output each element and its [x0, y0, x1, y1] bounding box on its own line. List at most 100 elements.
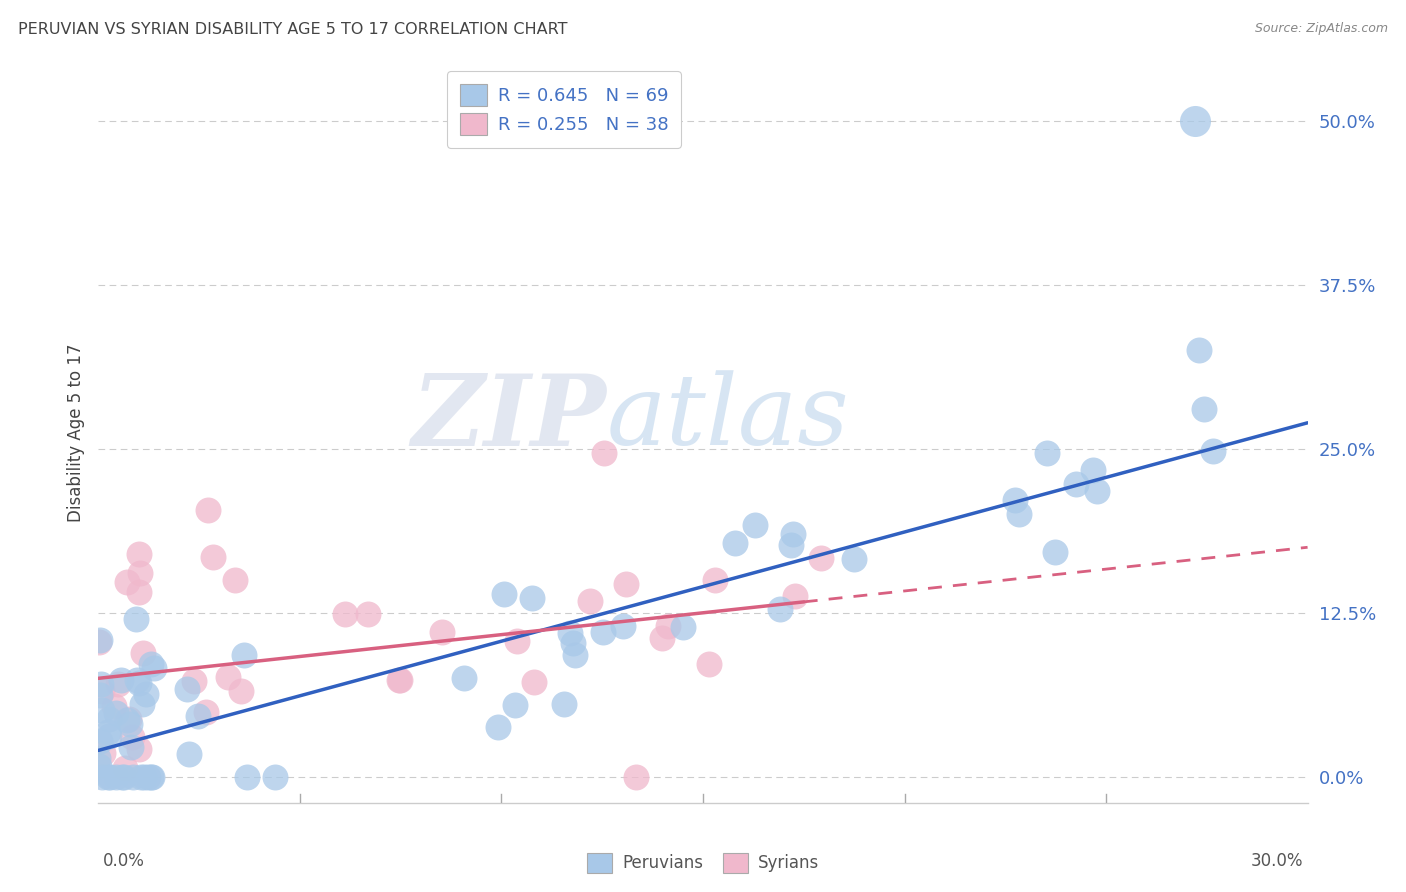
Point — [179, 747, 201, 761]
Point — [553, 697, 575, 711]
Point — [769, 602, 792, 616]
Point — [115, 713, 138, 727]
Point — [614, 577, 637, 591]
Point — [1192, 401, 1215, 416]
Point — [90, 677, 112, 691]
Point — [1064, 477, 1087, 491]
Point — [201, 549, 224, 564]
Point — [97, 770, 120, 784]
Point — [132, 770, 155, 784]
Point — [430, 624, 453, 639]
Point — [229, 683, 252, 698]
Point — [128, 741, 150, 756]
Point — [724, 536, 747, 550]
Point — [141, 770, 163, 784]
Point — [129, 770, 152, 784]
Point — [506, 633, 529, 648]
Text: atlas: atlas — [606, 370, 849, 466]
Point — [98, 713, 121, 727]
Point — [453, 671, 475, 685]
Point — [657, 619, 679, 633]
Point — [121, 731, 143, 745]
Point — [90, 770, 112, 784]
Point — [176, 681, 198, 696]
Point — [118, 712, 141, 726]
Point — [132, 646, 155, 660]
Point — [110, 673, 132, 688]
Point — [233, 648, 256, 662]
Point — [141, 657, 163, 672]
Point — [183, 674, 205, 689]
Point — [842, 552, 865, 566]
Point — [97, 724, 120, 739]
Point — [111, 770, 134, 784]
Point — [612, 619, 634, 633]
Point — [91, 747, 114, 761]
Point — [492, 587, 515, 601]
Point — [1085, 484, 1108, 499]
Point — [672, 620, 695, 634]
Point — [105, 770, 128, 784]
Point — [744, 517, 766, 532]
Point — [114, 761, 136, 775]
Text: Source: ZipAtlas.com: Source: ZipAtlas.com — [1254, 22, 1388, 36]
Point — [1008, 507, 1031, 521]
Point — [810, 551, 832, 566]
Point — [651, 631, 673, 645]
Point — [1202, 444, 1225, 458]
Point — [357, 607, 380, 622]
Point — [194, 705, 217, 719]
Point — [217, 670, 239, 684]
Point — [187, 709, 209, 723]
Point — [128, 547, 150, 561]
Point — [112, 770, 135, 784]
Point — [389, 673, 412, 687]
Point — [1188, 343, 1211, 357]
Point — [89, 635, 111, 649]
Point — [697, 657, 720, 671]
Point — [129, 566, 152, 581]
Point — [131, 698, 153, 712]
Point — [104, 706, 127, 720]
Point — [782, 527, 804, 541]
Point — [1036, 446, 1059, 460]
Point — [263, 770, 285, 784]
Point — [124, 612, 146, 626]
Point — [785, 590, 807, 604]
Point — [558, 625, 581, 640]
Point — [103, 698, 125, 713]
Point — [89, 734, 111, 748]
Point — [87, 751, 110, 765]
Point — [593, 446, 616, 460]
Text: PERUVIAN VS SYRIAN DISABILITY AGE 5 TO 17 CORRELATION CHART: PERUVIAN VS SYRIAN DISABILITY AGE 5 TO 1… — [18, 22, 568, 37]
Point — [780, 538, 803, 552]
Point — [107, 677, 129, 691]
Legend: Peruvians, Syrians: Peruvians, Syrians — [581, 846, 825, 880]
Point — [89, 688, 111, 702]
Point — [704, 573, 727, 587]
Point — [503, 698, 526, 712]
Point — [1045, 545, 1067, 559]
Point — [236, 770, 259, 784]
Point — [141, 770, 163, 784]
Point — [1083, 463, 1105, 477]
Point — [224, 574, 246, 588]
Point — [523, 674, 546, 689]
Point — [562, 636, 585, 650]
Point — [142, 661, 165, 675]
Point — [89, 633, 111, 648]
Point — [1184, 114, 1206, 128]
Point — [120, 739, 142, 754]
Point — [564, 648, 586, 662]
Point — [333, 607, 356, 622]
Point — [624, 770, 647, 784]
Point — [128, 675, 150, 690]
Point — [117, 574, 139, 589]
Text: 0.0%: 0.0% — [103, 852, 145, 870]
Point — [135, 687, 157, 701]
Point — [488, 720, 510, 734]
Point — [118, 717, 141, 731]
Point — [87, 758, 110, 772]
Y-axis label: Disability Age 5 to 17: Disability Age 5 to 17 — [66, 343, 84, 522]
Point — [1004, 492, 1026, 507]
